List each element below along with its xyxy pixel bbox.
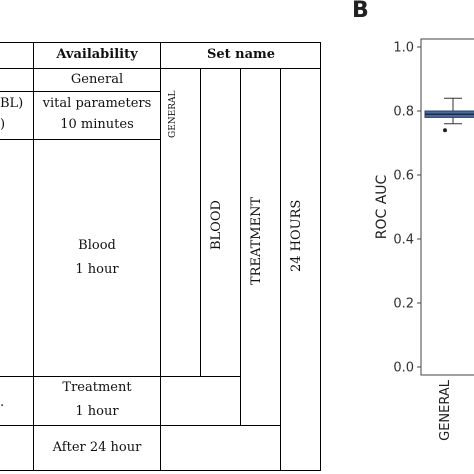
- table-col-rule: [160, 42, 161, 471]
- left-fragment: ): [0, 117, 6, 132]
- availability-cell: Blood: [78, 238, 116, 253]
- y-tick-label: 0.2: [393, 297, 414, 312]
- table-col-rule: [33, 42, 34, 471]
- table-row-rule: [0, 139, 161, 140]
- availability-cell: Treatment: [62, 380, 132, 395]
- plot-frame: [420, 38, 474, 376]
- header-set-name: Set name: [206, 47, 276, 62]
- availability-cell: After 24 hour: [52, 440, 142, 455]
- table-row-rule: [0, 425, 281, 426]
- left-fragment: .: [0, 395, 5, 410]
- header-availability: Availability: [56, 47, 138, 62]
- availability-cell: General: [70, 72, 124, 87]
- y-axis-label: ROC AUC: [374, 174, 390, 239]
- y-tick-label: 0.4: [393, 233, 414, 248]
- table-right-rule: [320, 42, 321, 471]
- y-tick-label: 0.8: [393, 105, 414, 120]
- set-bracket-end: [200, 376, 241, 377]
- panel-letter-b: B: [352, 0, 369, 23]
- set-bracket-end: [240, 425, 281, 426]
- set-bracket-line: [240, 68, 241, 426]
- table-row-rule: [0, 91, 161, 92]
- y-tick-label: 0.6: [393, 169, 414, 184]
- left-fragment: BL): [0, 96, 24, 111]
- set-bracket-line: [200, 68, 201, 377]
- table-row-rule: [0, 376, 241, 377]
- availability-cell: 10 minutes: [60, 117, 134, 132]
- box-outlier: [443, 128, 447, 133]
- availability-cell: 1 hour: [75, 262, 119, 277]
- set-bracket-line: [280, 68, 281, 471]
- availability-cell: 1 hour: [75, 404, 119, 419]
- y-tick-label: 1.0: [393, 41, 414, 56]
- x-tick-label-general: GENERAL: [438, 379, 453, 441]
- availability-cell: vital parameters: [42, 96, 152, 111]
- y-tick-label: 0.0: [393, 361, 414, 376]
